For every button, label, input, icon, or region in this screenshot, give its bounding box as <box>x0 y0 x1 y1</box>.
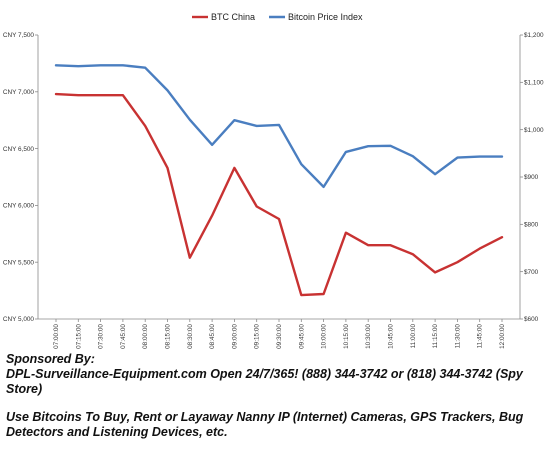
legend-label-1: Bitcoin Price Index <box>288 12 363 22</box>
x-tick-label: 07:30:00 <box>98 324 105 349</box>
x-tick-label: 10:15:00 <box>343 324 350 349</box>
x-tick-label: 09:45:00 <box>298 324 305 349</box>
x-tick-label: 08:15:00 <box>165 324 172 349</box>
x-tick-label: 11:00:00 <box>410 324 417 349</box>
left-tick-label: CNY 6,500 <box>3 146 35 153</box>
series-lines <box>54 64 504 297</box>
x-tick-label: 08:00:00 <box>142 324 149 349</box>
x-tick-label: 11:30:00 <box>454 324 461 349</box>
x-tick-label: 11:45:00 <box>477 324 484 349</box>
x-tick-label: 08:30:00 <box>187 324 194 349</box>
x-tick-label: 10:30:00 <box>365 324 372 349</box>
chart: CNY 5,000 CNY 5,500 CNY 6,000 CNY 6,500 CNY … <box>2 12 544 349</box>
legend-label-0: BTC China <box>211 12 255 22</box>
right-tick-label: $1,200 <box>524 32 544 39</box>
x-axis-ticks: 07:00:00 07:15:00 07:30:00 07:45:00 08:00:00… <box>53 319 506 349</box>
right-tick-label: $600 <box>524 316 539 323</box>
left-tick-label: CNY 5,000 <box>3 316 35 323</box>
legend: BTC China Bitcoin Price Index <box>192 12 363 22</box>
left-tick-label: CNY 7,500 <box>3 32 35 39</box>
left-axis-ticks: CNY 5,000 CNY 5,500 CNY 6,000 CNY 6,500 CNY … <box>3 32 38 323</box>
left-tick-label: CNY 5,500 <box>3 259 35 266</box>
x-tick-label: 09:15:00 <box>254 324 261 349</box>
right-tick-label: $1,100 <box>524 80 544 87</box>
left-tick-label: CNY 7,000 <box>3 89 35 96</box>
right-tick-label: $700 <box>524 269 539 276</box>
x-tick-label: 08:45:00 <box>209 324 216 349</box>
caption: Sponsored By: DPL-Surveillance-Equipment… <box>6 352 546 440</box>
left-tick-label: CNY 6,000 <box>3 203 35 210</box>
x-tick-label: 07:00:00 <box>53 324 60 349</box>
x-tick-label: 09:00:00 <box>231 324 238 349</box>
x-tick-label: 10:45:00 <box>388 324 395 349</box>
x-tick-label: 10:00:00 <box>321 324 328 349</box>
right-axis-ticks: $600 $700 $800 $900 $1,000 $1,100 $1,200 <box>520 32 544 323</box>
x-tick-label: 07:45:00 <box>120 324 127 349</box>
caption-sponsor: Sponsored By: <box>6 352 95 366</box>
x-tick-label: 12:00:00 <box>499 324 506 349</box>
right-tick-label: $1,000 <box>524 127 544 134</box>
caption-offer: Use Bitcoins To Buy, Rent or Layaway Nan… <box>6 410 524 439</box>
caption-contact: DPL-Surveillance-Equipment.com Open 24/7… <box>6 367 523 396</box>
right-tick-label: $900 <box>524 174 539 181</box>
x-tick-label: 07:15:00 <box>75 324 82 349</box>
x-tick-label: 11:15:00 <box>432 324 439 349</box>
x-tick-label: 09:30:00 <box>276 324 283 349</box>
series-line-1 <box>54 64 504 189</box>
series-line-0 <box>54 92 504 297</box>
right-tick-label: $800 <box>524 222 539 229</box>
